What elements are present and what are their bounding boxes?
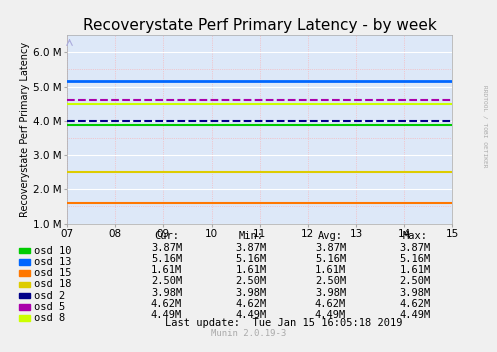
Text: 2.50M: 2.50M — [400, 276, 430, 287]
Title: Recoverystate Perf Primary Latency - by week: Recoverystate Perf Primary Latency - by … — [83, 18, 436, 33]
Text: 5.16M: 5.16M — [400, 254, 430, 264]
Text: 2.50M: 2.50M — [151, 276, 182, 287]
Text: 4.62M: 4.62M — [315, 299, 346, 309]
Text: Max:: Max: — [403, 231, 427, 241]
Text: osd 10: osd 10 — [34, 246, 71, 256]
Text: 2.50M: 2.50M — [236, 276, 266, 287]
Text: 4.62M: 4.62M — [236, 299, 266, 309]
Text: 5.16M: 5.16M — [236, 254, 266, 264]
Text: osd 8: osd 8 — [34, 313, 65, 323]
Text: 4.49M: 4.49M — [236, 310, 266, 320]
Text: 1.61M: 1.61M — [315, 265, 346, 275]
Text: 5.16M: 5.16M — [315, 254, 346, 264]
Text: 1.61M: 1.61M — [400, 265, 430, 275]
Text: 4.62M: 4.62M — [400, 299, 430, 309]
Text: 3.98M: 3.98M — [151, 288, 182, 298]
Text: osd 15: osd 15 — [34, 268, 71, 278]
Text: 4.49M: 4.49M — [400, 310, 430, 320]
Text: 3.87M: 3.87M — [236, 243, 266, 253]
Text: 2.50M: 2.50M — [315, 276, 346, 287]
Y-axis label: Recoverystate Perf Primary Latency: Recoverystate Perf Primary Latency — [20, 42, 30, 217]
Text: 1.61M: 1.61M — [236, 265, 266, 275]
Text: 5.16M: 5.16M — [151, 254, 182, 264]
Text: osd 2: osd 2 — [34, 291, 65, 301]
Text: osd 18: osd 18 — [34, 279, 71, 289]
Text: 4.49M: 4.49M — [151, 310, 182, 320]
Text: Min:: Min: — [239, 231, 263, 241]
Text: RRDTOOL / TOBI OETIKER: RRDTOOL / TOBI OETIKER — [482, 86, 487, 168]
Text: Last update:  Tue Jan 15 16:05:18 2019: Last update: Tue Jan 15 16:05:18 2019 — [165, 318, 402, 328]
Text: 3.98M: 3.98M — [400, 288, 430, 298]
Text: 3.98M: 3.98M — [315, 288, 346, 298]
Text: 4.62M: 4.62M — [151, 299, 182, 309]
Text: Cur:: Cur: — [154, 231, 179, 241]
Text: 3.87M: 3.87M — [400, 243, 430, 253]
Text: 3.87M: 3.87M — [151, 243, 182, 253]
Text: osd 5: osd 5 — [34, 302, 65, 312]
Text: 3.87M: 3.87M — [315, 243, 346, 253]
Text: Avg:: Avg: — [318, 231, 343, 241]
Text: 1.61M: 1.61M — [151, 265, 182, 275]
Text: osd 13: osd 13 — [34, 257, 71, 267]
Text: 4.49M: 4.49M — [315, 310, 346, 320]
Text: Munin 2.0.19-3: Munin 2.0.19-3 — [211, 329, 286, 338]
Text: 3.98M: 3.98M — [236, 288, 266, 298]
